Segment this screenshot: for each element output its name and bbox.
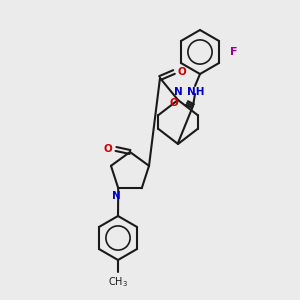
Text: NH: NH (187, 87, 205, 97)
Text: CH$_3$: CH$_3$ (108, 275, 128, 289)
Text: N: N (174, 87, 182, 97)
Text: O: O (169, 98, 178, 108)
Text: N: N (112, 191, 121, 201)
Text: O: O (103, 144, 112, 154)
Text: F: F (230, 47, 238, 57)
Text: O: O (178, 67, 187, 77)
